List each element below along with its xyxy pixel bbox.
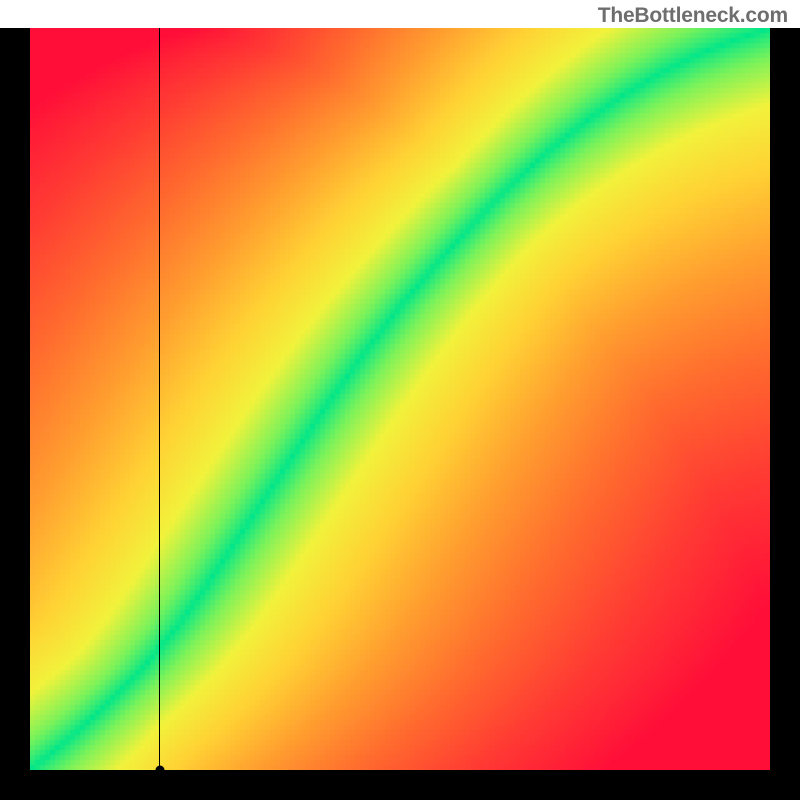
crosshair-vertical-line <box>159 28 160 770</box>
crosshair-marker-dot <box>155 766 164 775</box>
heatmap-canvas <box>30 28 770 770</box>
crosshair-horizontal-line <box>30 770 770 771</box>
chart-outer-frame <box>0 28 800 800</box>
heatmap-plot-area <box>30 28 770 770</box>
watermark-text: TheBottleneck.com <box>598 4 788 28</box>
